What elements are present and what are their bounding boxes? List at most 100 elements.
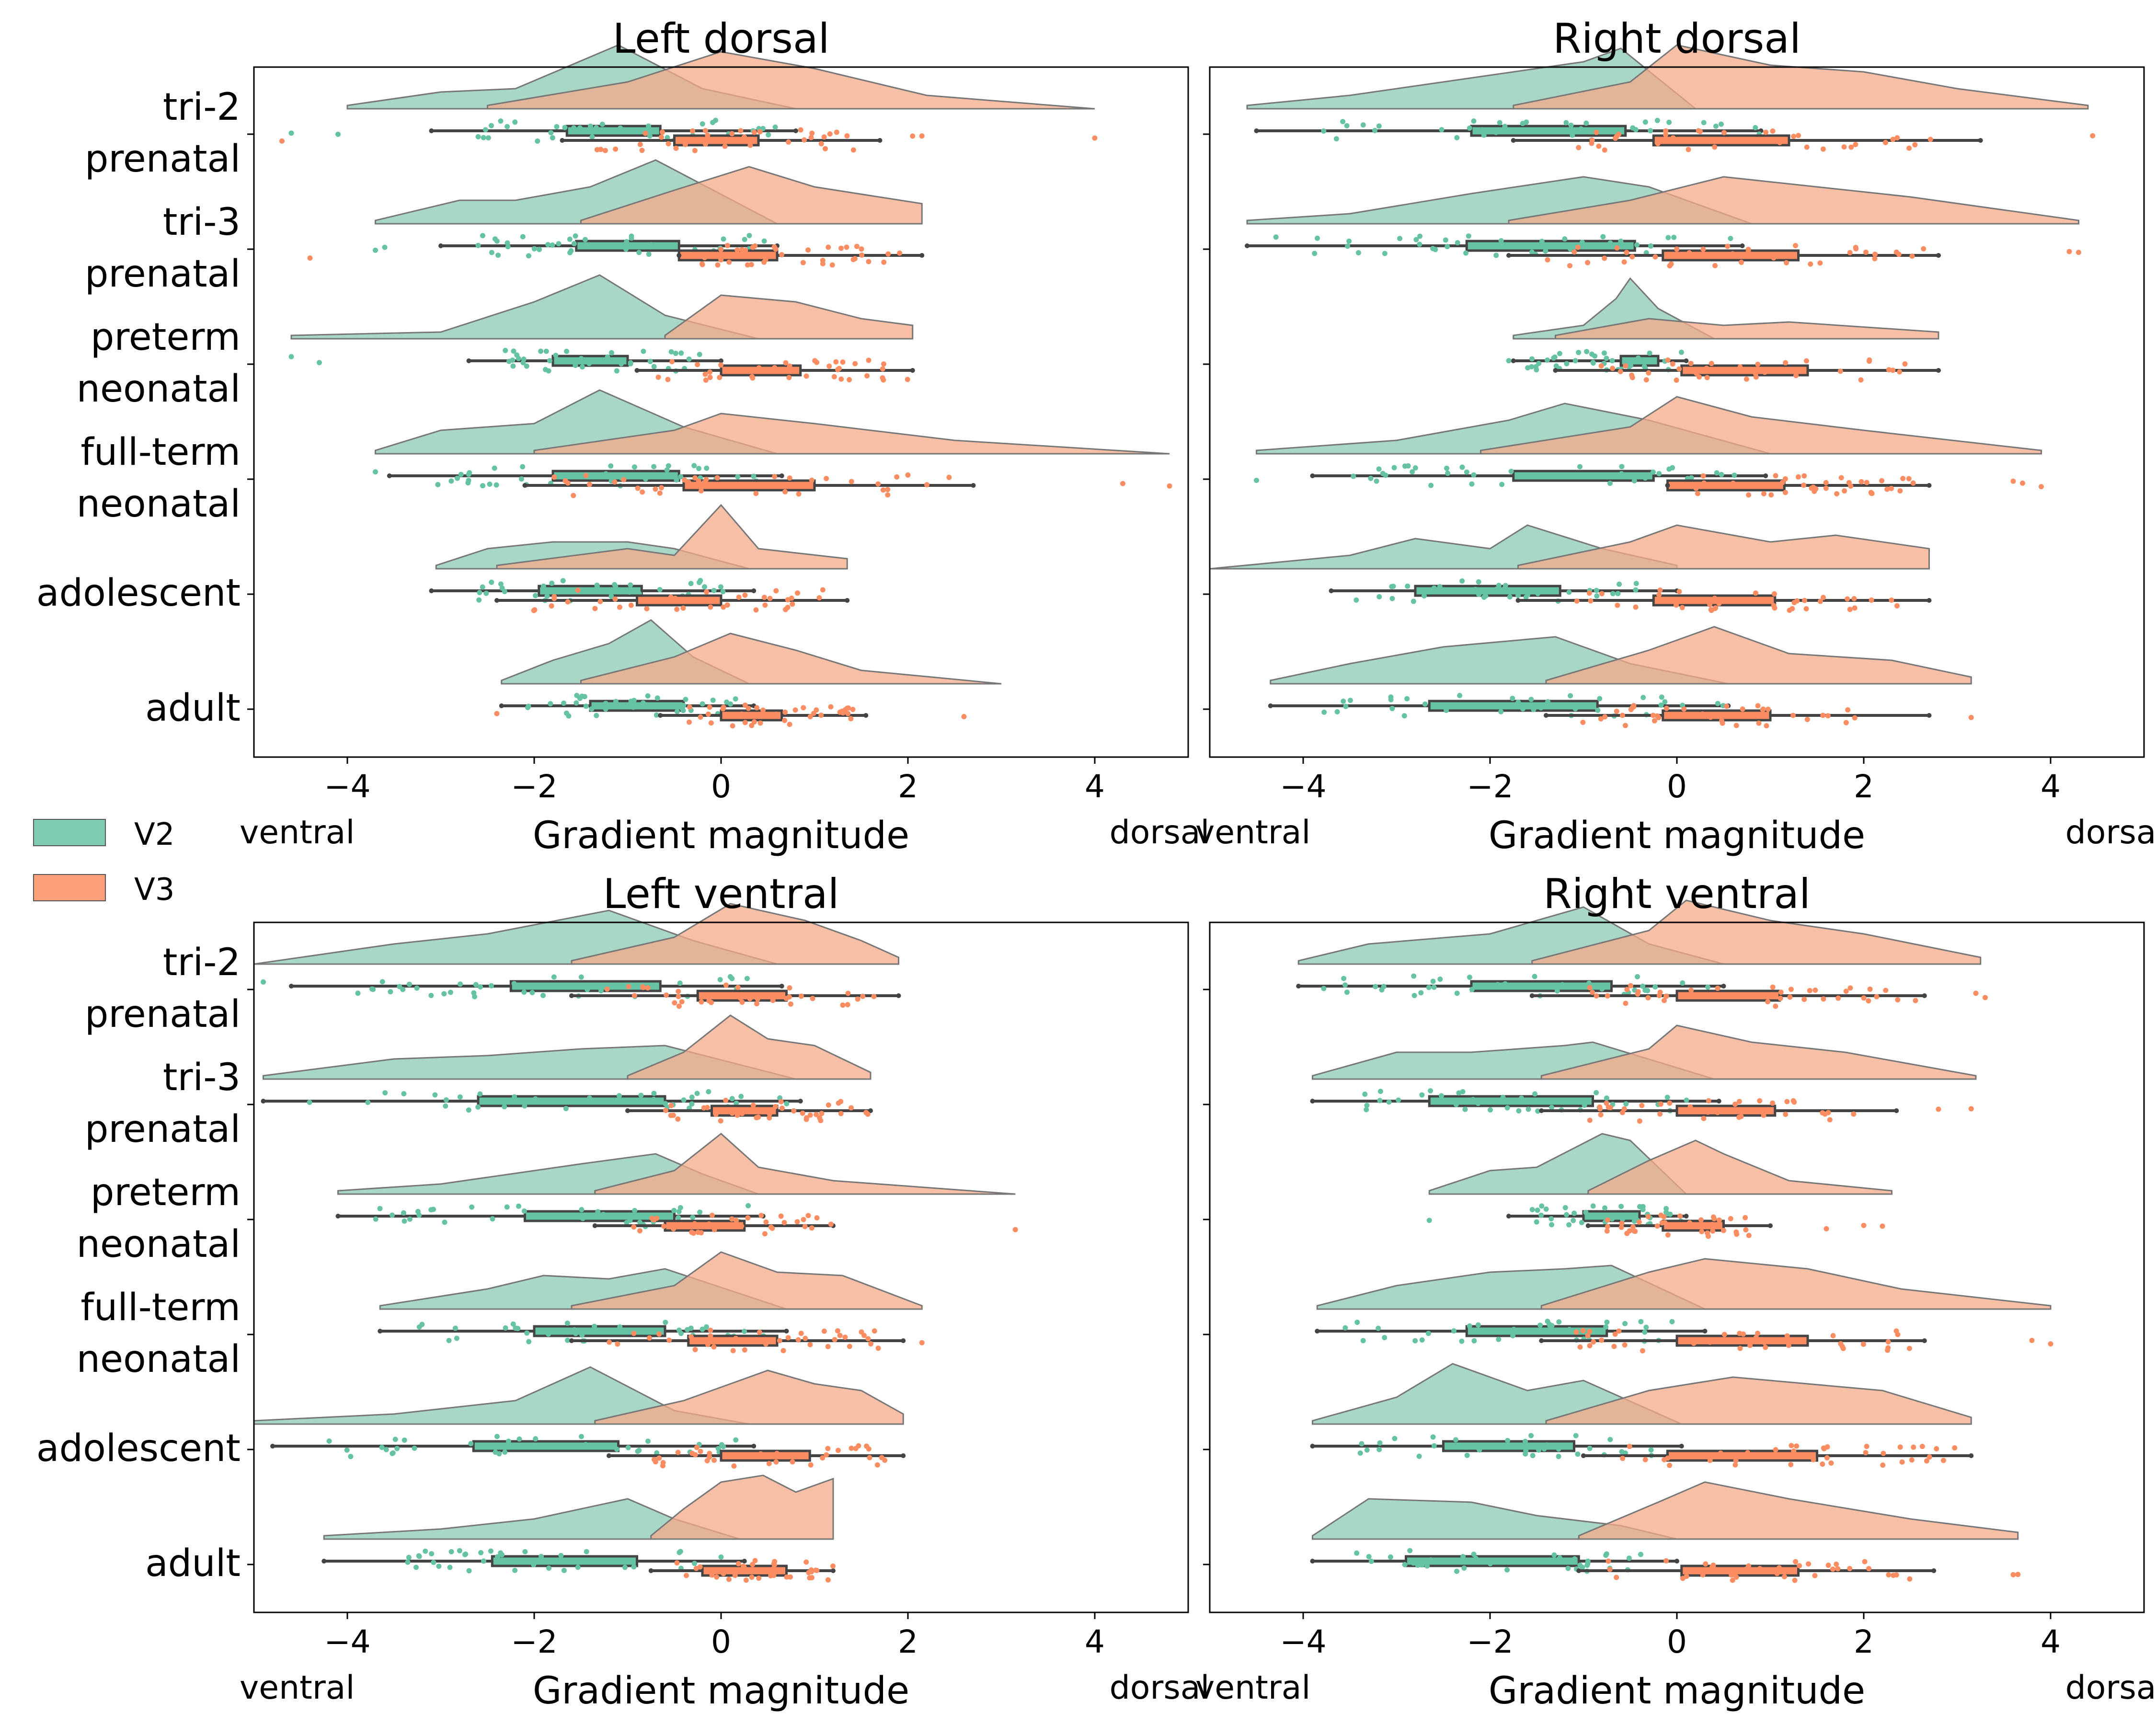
rain-point-v3 xyxy=(674,1560,680,1566)
rain-point-v3 xyxy=(741,134,747,140)
rain-point-v3 xyxy=(1614,708,1619,714)
rain-point-v3 xyxy=(1838,1341,1844,1346)
rain-point-v3 xyxy=(1757,1098,1763,1104)
rain-point-v2 xyxy=(1462,1106,1468,1112)
x-tick-label: −2 xyxy=(511,1623,557,1660)
rain-point-v3 xyxy=(726,367,732,373)
rain-point-v3 xyxy=(1602,255,1607,261)
legend-swatch-v2 xyxy=(33,819,106,846)
rain-point-v2 xyxy=(772,124,778,130)
box-v3 xyxy=(1675,989,1781,1002)
rain-point-v2 xyxy=(674,477,679,483)
rain-point-v2 xyxy=(443,1103,448,1109)
min-cap-v2 xyxy=(1315,1329,1320,1334)
rain-point-v2 xyxy=(377,1206,383,1211)
rain-point-v2 xyxy=(520,464,526,470)
rain-point-v3 xyxy=(825,1577,831,1583)
rain-point-v3 xyxy=(1633,604,1639,610)
rain-point-v3 xyxy=(778,1213,784,1219)
rain-point-v2 xyxy=(1466,233,1471,239)
rain-point-v2 xyxy=(1459,578,1465,584)
rain-point-v3 xyxy=(738,128,744,134)
rain-point-v2 xyxy=(608,463,614,469)
rain-point-v3 xyxy=(1743,376,1749,382)
rain-point-v2 xyxy=(1579,1219,1584,1225)
rain-point-v3 xyxy=(676,989,681,994)
rain-point-v3 xyxy=(697,1564,703,1570)
rain-point-v3 xyxy=(742,702,748,708)
rain-point-v3 xyxy=(702,128,708,134)
rain-point-v3 xyxy=(799,1452,805,1458)
rain-point-v3 xyxy=(708,1333,713,1339)
y-tick-label: preterm xyxy=(91,1171,241,1214)
rain-point-v2 xyxy=(516,1203,522,1209)
rain-point-v3 xyxy=(835,367,841,372)
rain-point-v3 xyxy=(830,1563,836,1569)
rain-point-v2 xyxy=(1396,1097,1401,1103)
rain-point-v3 xyxy=(1588,598,1594,604)
rain-point-v3 xyxy=(750,1562,756,1567)
rain-point-v3 xyxy=(1622,1342,1628,1348)
rain-point-v2 xyxy=(1321,709,1327,715)
rain-point-v3 xyxy=(696,478,701,484)
x-tick-label: 0 xyxy=(711,1623,731,1660)
rain-point-v3 xyxy=(705,1342,711,1347)
rain-point-v2 xyxy=(1599,986,1605,992)
rain-point-v2 xyxy=(498,581,504,587)
rain-point-v2 xyxy=(641,348,646,354)
rain-point-v3 xyxy=(607,1339,612,1345)
min-cap-v2 xyxy=(466,358,471,363)
rain-point-v2 xyxy=(1454,135,1460,140)
rain-point-v3 xyxy=(779,1105,785,1111)
rain-point-v2 xyxy=(414,985,420,991)
box-v2 xyxy=(1428,700,1599,712)
rain-point-v2 xyxy=(1560,982,1565,988)
rain-point-v2 xyxy=(1544,1442,1549,1448)
rain-point-v2 xyxy=(718,584,723,590)
rain-point-v3 xyxy=(1707,1339,1713,1345)
rain-point-v2 xyxy=(494,1434,500,1439)
rain-point-v3 xyxy=(1614,1575,1619,1580)
rain-point-v3 xyxy=(1616,1328,1622,1334)
rain-point-v3 xyxy=(1716,601,1722,607)
rain-point-v3 xyxy=(1790,713,1796,718)
rain-point-v2 xyxy=(1634,242,1640,248)
rain-point-v3 xyxy=(1771,255,1777,261)
rain-point-v2 xyxy=(524,1330,530,1336)
rain-point-v3 xyxy=(1687,1104,1693,1110)
rain-point-v2 xyxy=(1532,1091,1538,1097)
rain-point-v3 xyxy=(782,709,788,715)
rain-point-v2 xyxy=(1544,357,1550,363)
rain-point-v3 xyxy=(692,1347,698,1353)
group-2 xyxy=(1310,1024,1977,1124)
rain-point-v2 xyxy=(1549,1222,1555,1228)
min-cap-v3 xyxy=(607,1453,611,1458)
rain-point-v3 xyxy=(1606,1104,1611,1110)
rain-point-v2 xyxy=(624,239,630,244)
rain-point-v3 xyxy=(1750,1107,1756,1113)
outlier-v2 xyxy=(335,131,341,137)
rain-point-v2 xyxy=(1419,1092,1425,1098)
rain-point-v3 xyxy=(687,704,692,710)
rain-point-v3 xyxy=(739,1111,745,1116)
rain-point-v3 xyxy=(1827,1117,1833,1123)
rain-point-v3 xyxy=(698,714,703,720)
rain-point-v3 xyxy=(1585,1333,1591,1338)
rain-point-v3 xyxy=(692,1221,698,1227)
rain-point-v3 xyxy=(1801,598,1807,603)
rain-point-v2 xyxy=(348,1454,354,1460)
y-tick-label: tri-3 xyxy=(163,201,241,244)
rain-point-v2 xyxy=(1498,238,1504,244)
rain-point-v2 xyxy=(1551,355,1557,361)
rain-point-v2 xyxy=(1571,1210,1577,1216)
rain-point-v3 xyxy=(1705,1109,1711,1115)
rain-point-v2 xyxy=(642,1097,647,1103)
rain-point-v3 xyxy=(784,1574,790,1580)
rain-point-v2 xyxy=(1504,1105,1510,1111)
rain-point-v3 xyxy=(1852,715,1858,721)
rain-point-v3 xyxy=(664,598,670,604)
outlier-v2 xyxy=(373,469,378,475)
box-v3 xyxy=(636,594,722,607)
max-cap-v2 xyxy=(719,358,723,363)
